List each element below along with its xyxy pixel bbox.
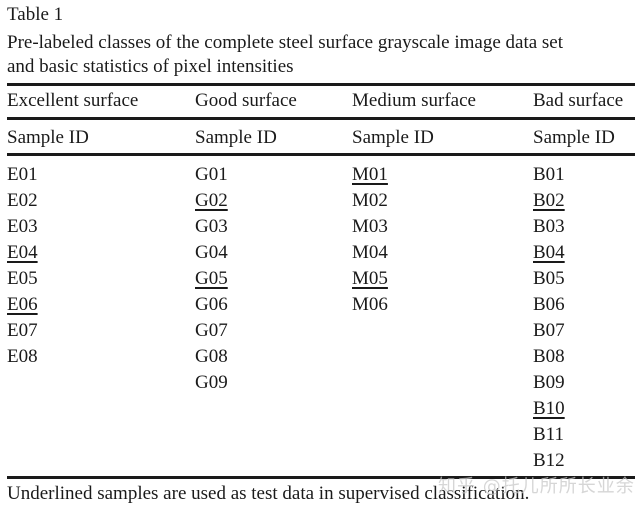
sample-id-text: E08 <box>7 346 38 367</box>
sample-id-text: E07 <box>7 320 38 341</box>
sample-id-test: B04 <box>533 240 565 266</box>
sample-id-text: G08 <box>195 346 228 367</box>
sample-id: E02 <box>7 188 38 214</box>
subheader-rule <box>7 153 635 156</box>
sample-id: G08 <box>195 344 228 370</box>
sample-id: G09 <box>195 370 228 396</box>
sample-id-text: B09 <box>533 372 565 393</box>
subheader-excellent: Sample ID <box>7 127 89 148</box>
sample-id: E01 <box>7 162 38 188</box>
sample-id-text: G01 <box>195 164 228 185</box>
table-caption-line-1: Pre-labeled classes of the complete stee… <box>7 32 564 53</box>
sample-id-text: B08 <box>533 346 565 367</box>
subheader-bad: Sample ID <box>533 127 615 148</box>
sample-id: E08 <box>7 344 38 370</box>
header-rule <box>7 117 635 120</box>
sample-id-text: M03 <box>352 216 388 237</box>
sample-id: G06 <box>195 292 228 318</box>
table-footnote: Underlined samples are used as test data… <box>7 483 530 504</box>
column-medium: M01 M02 M03 M04 M05 M06 <box>352 162 388 318</box>
sample-id-test: B02 <box>533 188 565 214</box>
sample-id-test: M05 <box>352 266 388 292</box>
sample-id: B08 <box>533 344 565 370</box>
header-bad: Bad surface <box>533 90 624 111</box>
sample-id-text: B01 <box>533 164 565 185</box>
header-good: Good surface <box>195 90 297 111</box>
sample-id: E03 <box>7 214 38 240</box>
sample-id: G04 <box>195 240 228 266</box>
sample-id: E07 <box>7 318 38 344</box>
sample-id-text: M04 <box>352 242 388 263</box>
sample-id: B09 <box>533 370 565 396</box>
header-medium: Medium surface <box>352 90 476 111</box>
top-rule <box>7 83 635 86</box>
sample-id-test: M01 <box>352 162 388 188</box>
sample-id-text: G09 <box>195 372 228 393</box>
sample-id-text: B06 <box>533 294 565 315</box>
sample-id-text: B02 <box>533 190 565 211</box>
sample-id-text: B11 <box>533 424 564 445</box>
sample-id-text: M06 <box>352 294 388 315</box>
sample-id-text: M05 <box>352 268 388 289</box>
sample-id: G03 <box>195 214 228 240</box>
sample-id-text: E03 <box>7 216 38 237</box>
sample-id-text: E02 <box>7 190 38 211</box>
sample-id-text: B05 <box>533 268 565 289</box>
sample-id: M06 <box>352 292 388 318</box>
sample-id: B12 <box>533 448 565 474</box>
sample-id: E05 <box>7 266 38 292</box>
sample-id-test: B10 <box>533 396 565 422</box>
table-label: Table 1 <box>7 4 64 25</box>
sample-id-text: E01 <box>7 164 38 185</box>
sample-id-text: E04 <box>7 242 38 263</box>
sample-id: B03 <box>533 214 565 240</box>
sample-id-text: G02 <box>195 190 228 211</box>
table-caption-line-2: and basic statistics of pixel intensitie… <box>7 56 294 77</box>
sample-id-text: B12 <box>533 450 565 471</box>
sample-id-text: B03 <box>533 216 565 237</box>
watermark: 知乎 @托儿所所长业余 <box>438 476 635 497</box>
sample-id-text: G05 <box>195 268 228 289</box>
sample-id-test: G05 <box>195 266 228 292</box>
sample-id: B01 <box>533 162 565 188</box>
column-excellent: E01 E02 E03 E04 E05 E06 E07 E08 <box>7 162 38 370</box>
sample-id: B11 <box>533 422 565 448</box>
sample-id: G01 <box>195 162 228 188</box>
column-good: G01 G02 G03 G04 G05 G06 G07 G08 G09 <box>195 162 228 396</box>
sample-id: M03 <box>352 214 388 240</box>
header-excellent: Excellent surface <box>7 90 139 111</box>
sample-id-test: E06 <box>7 292 38 318</box>
sample-id: B05 <box>533 266 565 292</box>
sample-id-test: G02 <box>195 188 228 214</box>
sample-id: B07 <box>533 318 565 344</box>
sample-id-text: E05 <box>7 268 38 289</box>
sample-id-text: B04 <box>533 242 565 263</box>
sample-id-text: M01 <box>352 164 388 185</box>
sample-id-test: E04 <box>7 240 38 266</box>
sample-id-text: G04 <box>195 242 228 263</box>
sample-id: M04 <box>352 240 388 266</box>
sample-id-text: B07 <box>533 320 565 341</box>
sample-id-text: G06 <box>195 294 228 315</box>
sample-id: G07 <box>195 318 228 344</box>
sample-id: M02 <box>352 188 388 214</box>
sample-id: B06 <box>533 292 565 318</box>
bottom-rule <box>7 476 635 479</box>
subheader-good: Sample ID <box>195 127 277 148</box>
sample-id-text: M02 <box>352 190 388 211</box>
column-bad: B01 B02 B03 B04 B05 B06 B07 B08 B09 B10 B11 B12 <box>533 162 565 474</box>
sample-id-text: G07 <box>195 320 228 341</box>
sample-id-text: G03 <box>195 216 228 237</box>
sample-id-text: B10 <box>533 398 565 419</box>
subheader-medium: Sample ID <box>352 127 434 148</box>
sample-id-text: E06 <box>7 294 38 315</box>
